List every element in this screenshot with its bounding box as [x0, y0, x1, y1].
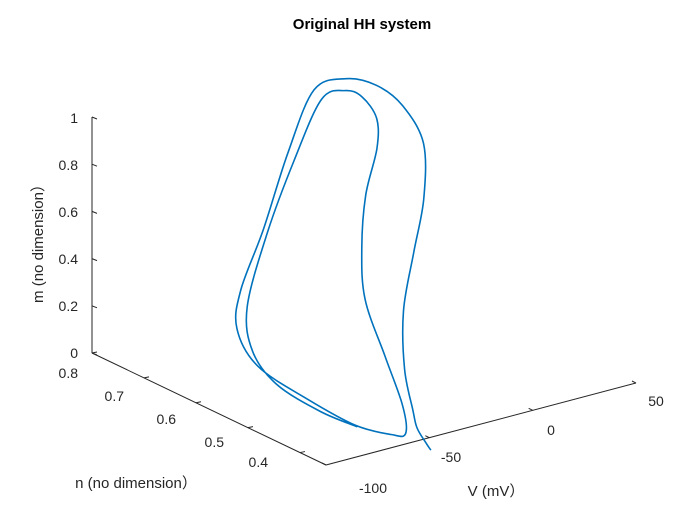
- x-tick-label-2: 0: [547, 422, 555, 438]
- y-tick-mark-1: [247, 426, 254, 429]
- z-axis-label: m (no dimension）: [30, 177, 47, 303]
- axes: [91, 117, 637, 466]
- x-tick-label-1: -50: [441, 449, 461, 465]
- z-tick-label-2: 0.4: [59, 251, 79, 267]
- y-tick-label-0: 0.4: [249, 454, 269, 470]
- z-tick-label-1: 0.2: [59, 298, 79, 314]
- x-tick-mark-1: [425, 435, 430, 439]
- z-tick-label-0: 0: [70, 345, 78, 361]
- y-tick-label-4: 0.8: [59, 365, 79, 381]
- z-tick-mark-5: [91, 116, 98, 120]
- x-tick-mark-3: [631, 380, 637, 384]
- z-tick-mark-1: [91, 305, 98, 309]
- chart-title: Original HH system: [293, 16, 431, 33]
- z-tick-mark-2: [91, 258, 98, 262]
- y-tick-label-1: 0.5: [205, 434, 225, 450]
- z-tick-label-5: 1: [70, 110, 78, 126]
- z-tick-mark-0: [91, 352, 98, 356]
- x-tick-mark-2: [528, 407, 533, 411]
- x-axis-line: [325, 382, 637, 466]
- y-tick-label-2: 0.6: [157, 411, 177, 427]
- y-tick-label-3: 0.7: [105, 388, 125, 404]
- z-tick-mark-4: [91, 163, 98, 167]
- x-tick-mark-0: [321, 462, 327, 466]
- trajectory-line-0: [234, 77, 432, 451]
- y-tick-mark-0: [299, 451, 306, 454]
- y-axis-label: n (no dimension）: [75, 475, 197, 492]
- y-tick-mark-2: [195, 401, 202, 404]
- z-tick-label-4: 0.8: [59, 157, 79, 173]
- z-tick-mark-3: [91, 210, 98, 214]
- series-group: [234, 77, 432, 451]
- x-tick-label-3: 50: [648, 393, 664, 409]
- z-tick-label-3: 0.6: [59, 204, 79, 220]
- y-axis-line: [91, 352, 327, 466]
- x-tick-label-0: -100: [359, 480, 387, 496]
- ticks: [91, 116, 637, 466]
- x-axis-label: V (mV）: [468, 483, 525, 500]
- y-tick-mark-3: [143, 376, 150, 379]
